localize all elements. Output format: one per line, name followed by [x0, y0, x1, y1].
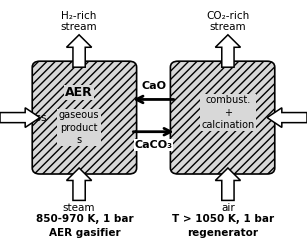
- Text: biomass: biomass: [3, 113, 47, 123]
- Text: H₂-rich
stream: H₂-rich stream: [61, 11, 97, 32]
- Text: 850-970 K, 1 bar
AER gasifier: 850-970 K, 1 bar AER gasifier: [36, 214, 133, 238]
- Text: steam: steam: [63, 203, 95, 213]
- Text: heat: heat: [280, 113, 304, 123]
- FancyArrow shape: [267, 108, 307, 127]
- Text: T > 1050 K, 1 bar
regenerator: T > 1050 K, 1 bar regenerator: [172, 214, 274, 238]
- FancyArrow shape: [67, 35, 92, 67]
- Text: air: air: [221, 203, 235, 213]
- FancyBboxPatch shape: [32, 61, 137, 174]
- Text: combust.
+
calcination: combust. + calcination: [201, 95, 255, 130]
- FancyArrow shape: [215, 168, 240, 200]
- FancyArrow shape: [0, 108, 40, 127]
- Text: CaO: CaO: [141, 81, 166, 91]
- Text: gaseous
product
s: gaseous product s: [59, 110, 99, 145]
- Text: CO₂-rich
stream: CO₂-rich stream: [206, 11, 250, 32]
- FancyArrow shape: [215, 35, 240, 67]
- FancyBboxPatch shape: [170, 61, 275, 174]
- FancyArrow shape: [67, 168, 92, 200]
- Text: CaCO₃: CaCO₃: [134, 140, 173, 150]
- Text: AER: AER: [65, 86, 93, 99]
